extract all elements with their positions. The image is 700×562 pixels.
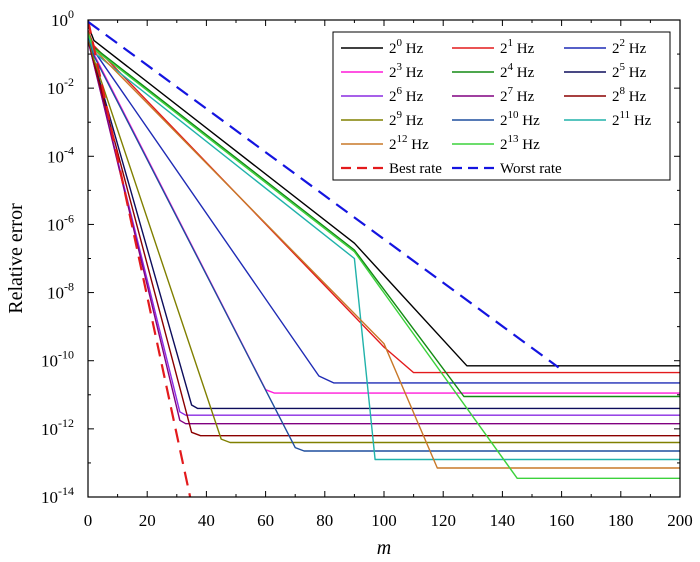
legend-label: 28 Hz [612,85,647,105]
x-tick-label: 80 [316,511,333,530]
legend-label: Worst rate [500,161,562,177]
x-tick-label: 140 [490,511,516,530]
x-tick-label: 160 [549,511,575,530]
series-line [88,38,680,437]
y-tick-label: 10-4 [47,143,74,166]
legend-label: 21 Hz [500,37,535,57]
series-line [88,24,680,367]
series-line [88,20,192,497]
x-tick-label: 120 [430,511,456,530]
x-tick-label: 20 [139,511,156,530]
x-tick-label: 180 [608,511,634,530]
legend-label: 213 Hz [500,133,540,153]
series-line [88,36,680,444]
series-line [88,33,680,479]
plot-lines [88,20,680,497]
y-tick-label: 10-12 [41,416,74,439]
series-line [88,33,680,461]
y-tick-label: 10-2 [47,75,74,98]
legend-label: 210 Hz [500,109,540,129]
legend-label: 26 Hz [389,85,424,105]
y-axis-title: Relative error [5,203,27,314]
x-tick-label: 100 [371,511,397,530]
legend-label: 23 Hz [389,61,424,81]
y-tick-label: 10-14 [41,484,74,507]
legend-label: Best rate [389,161,442,177]
x-tick-label: 60 [257,511,274,530]
x-axis-title: m [377,537,391,559]
y-tick-label: 10-10 [41,348,74,371]
x-tick-label: 200 [667,511,693,530]
legend-box [332,31,671,181]
legend-label: 25 Hz [612,61,647,81]
series-line [88,20,560,369]
legend-label: 211 Hz [612,109,652,129]
legend: 20 Hz 21 Hz 22 Hz 23 Hz 24 Hz 25 Hz 26 Hz 27 Hz… [332,31,671,181]
legend-label: 27 Hz [500,85,535,105]
y-tick-label: 100 [51,7,74,30]
legend-label: 20 Hz [389,37,424,57]
legend-label: 29 Hz [389,109,424,129]
legend-label: 24 Hz [500,61,535,81]
y-tick-label: 10-8 [47,280,74,303]
x-tick-label: 0 [84,511,93,530]
legend-label: 22 Hz [612,37,647,57]
x-tick-label: 40 [198,511,215,530]
legend-label: 212 Hz [389,133,429,153]
y-tick-label: 10-6 [47,211,74,234]
axis-ticks: 0 20 40 60 80 100 120 140 160 180 200 100 10-2 10-4 10… [41,7,693,530]
